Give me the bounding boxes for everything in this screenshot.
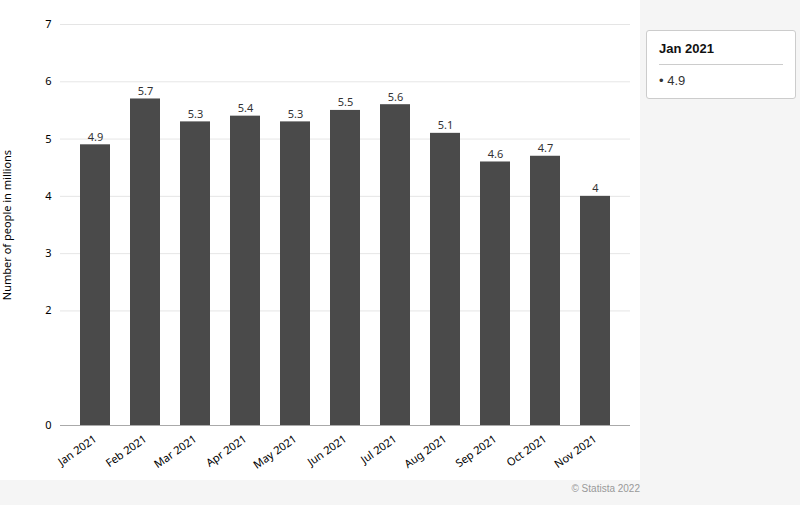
svg-text:Oct 2021: Oct 2021 [503,431,549,470]
svg-text:5: 5 [45,131,51,146]
svg-text:Jan 2021: Jan 2021 [54,431,99,469]
svg-text:Apr 2021: Apr 2021 [203,431,250,470]
svg-text:5.5: 5.5 [338,94,354,109]
svg-text:5.1: 5.1 [438,117,454,132]
svg-text:4.6: 4.6 [488,146,504,161]
svg-text:5.4: 5.4 [238,100,254,115]
svg-text:6: 6 [45,73,51,88]
svg-text:4: 4 [592,180,599,195]
svg-text:Jun 2021: Jun 2021 [303,431,349,469]
svg-text:5.3: 5.3 [288,106,304,121]
svg-text:May 2021: May 2021 [250,431,299,472]
svg-text:Sep 2021: Sep 2021 [452,431,499,470]
svg-text:3: 3 [45,245,51,260]
svg-text:Nov 2021: Nov 2021 [551,431,599,471]
svg-text:4.9: 4.9 [88,129,104,144]
svg-text:Number of people in millions: Number of people in millions [0,150,14,300]
svg-text:2: 2 [45,302,51,317]
svg-text:Jul 2021: Jul 2021 [357,431,400,467]
html-text:• 4.9: • 4.9 [659,73,686,88]
svg-text:5.6: 5.6 [388,89,404,104]
svg-text:Aug 2021: Aug 2021 [401,431,449,471]
svg-text:4.7: 4.7 [538,140,554,155]
svg-text:Feb 2021: Feb 2021 [102,431,149,470]
svg-text:4: 4 [45,188,52,203]
svg-text:Mar 2021: Mar 2021 [151,431,200,471]
html-text:© Statista 2022: © Statista 2022 [571,483,640,494]
svg-text:7: 7 [45,16,51,31]
svg-text:5.7: 5.7 [138,83,154,98]
svg-text:0: 0 [45,417,51,432]
svg-text:5.3: 5.3 [188,106,204,121]
html-text:Jan 2021: Jan 2021 [659,41,714,56]
